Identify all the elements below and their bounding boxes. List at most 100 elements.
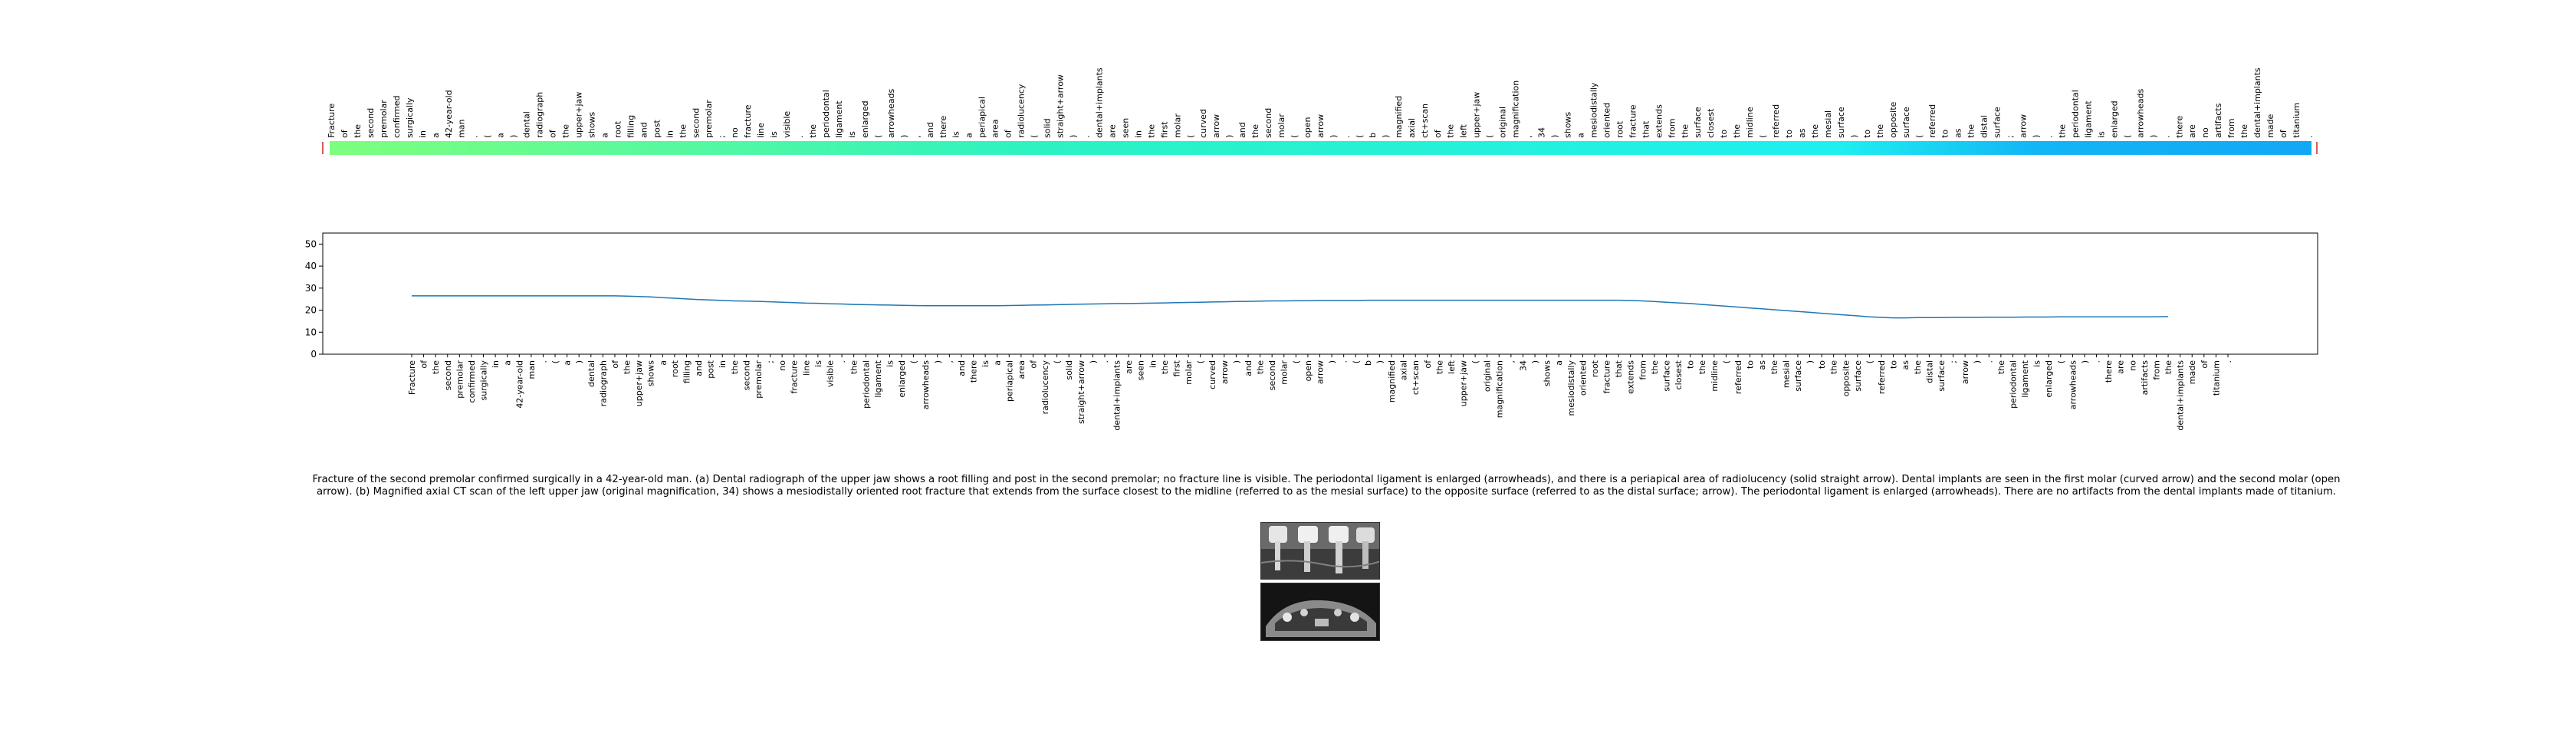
strip-token-label: surface [1836, 107, 1846, 138]
strip-token-label: Fracture [327, 104, 337, 138]
y-tick-label: 20 [305, 305, 317, 316]
strip-token-label: magnification [1511, 80, 1521, 138]
strip-token-label: is [951, 131, 961, 138]
x-tick-label: line [801, 360, 811, 376]
x-tick-label: no [777, 360, 787, 371]
x-tick-label: a [993, 360, 1003, 366]
strip-token-label: is [2096, 131, 2106, 138]
strip-token-label: referred [1771, 104, 1781, 138]
strip-token-label: the [1680, 124, 1690, 138]
strip-token-label: left [1459, 123, 1469, 138]
x-tick-label: the [1650, 360, 1660, 374]
x-tick-label: enlarged [2044, 360, 2054, 398]
strip-token-label: ) [1329, 135, 1339, 138]
x-tick-label: the [1829, 360, 1839, 374]
y-axis: 0 10 20 30 40 50 [305, 238, 323, 360]
strip-token-label: second [366, 108, 376, 138]
strip-token-label: a [431, 133, 441, 138]
x-tick-label: titanium [2211, 360, 2221, 396]
x-tick-label: left [1447, 360, 1457, 374]
x-tick-label: enlarged [897, 360, 907, 398]
x-tick-label: ) [1088, 360, 1098, 363]
strip-token-label: upper+jaw [1472, 92, 1482, 138]
strip-token-label: confirmed [392, 96, 402, 138]
strip-token-label: fracture [1628, 104, 1638, 138]
x-tick-label: midline [1710, 360, 1720, 392]
x-tick-label: area [1017, 360, 1027, 380]
x-tick-label: molar [1280, 360, 1290, 385]
strip-token-label: open [1303, 117, 1313, 138]
strip-token-label: ( [1914, 135, 1924, 138]
x-tick-label: fracture [1602, 360, 1612, 394]
strip-token-label: a [964, 133, 974, 138]
x-tick-label: made [2187, 360, 2197, 384]
x-tick-label: arrow [1316, 360, 1326, 384]
strip-token-label: is [769, 131, 779, 138]
x-tick-label: magnified [1387, 360, 1397, 402]
x-tick-label: closest [1674, 360, 1684, 389]
x-tick-label: ( [2056, 360, 2066, 363]
strip-token-label: ) [2148, 135, 2158, 138]
strip-token-label: the [353, 124, 363, 138]
strip-token-label: ( [1758, 135, 1768, 138]
strip-token-label: and [925, 122, 935, 138]
strip-token-label: ) [899, 135, 909, 138]
strip-token-label: that [1641, 120, 1651, 138]
strip-token-label: are [1107, 124, 1117, 138]
strip-token-label: the [1810, 124, 1820, 138]
x-tick-label: opposite [1841, 360, 1851, 397]
x-tick-label: is [813, 360, 823, 367]
x-tick-label: in [718, 360, 728, 368]
x-tick-label: man [527, 360, 537, 379]
dental-radiograph-image [1260, 522, 1380, 580]
x-tick-label: ct+scan [1411, 360, 1421, 395]
strip-token-label: ; [2006, 135, 2016, 138]
x-tick-label: ( [1865, 360, 1875, 363]
x-tick-label: second [443, 360, 453, 390]
strip-token-label: as [1953, 128, 1963, 138]
strip-token-label: ( [1355, 135, 1365, 138]
strip-token-label: solid [1043, 118, 1053, 138]
x-tick-label: to [1746, 360, 1756, 369]
x-tick-label: premolar [455, 360, 465, 399]
strip-token-label: ) [1381, 135, 1391, 138]
strip-token-label: straight+arrow [1056, 74, 1066, 138]
x-tick-label: from [2152, 360, 2162, 380]
strip-token-label: mesial [1823, 110, 1833, 138]
figure-caption: Fracture of the second premolar confirme… [312, 474, 2341, 498]
strip-token-label: of [340, 129, 350, 138]
strip-token-label: as [1797, 128, 1807, 138]
x-tick-label: . [837, 360, 847, 363]
x-tick-label: premolar [754, 360, 764, 399]
strip-token-label: molar [1276, 113, 1286, 138]
strip-token-label: line [756, 123, 766, 138]
strip-token-label: of [1004, 129, 1014, 138]
strip-token-label: the [808, 124, 818, 138]
x-tick-label: . [2223, 360, 2233, 363]
x-tick-label: dental [586, 360, 596, 387]
x-tick-label: ) [574, 360, 584, 363]
x-axis: Fracture of the second premolar confirmed surg… [407, 354, 2233, 431]
x-tick-label: to [1889, 360, 1899, 369]
strip-token-label: b [1368, 133, 1378, 138]
strip-token-label: . [2305, 136, 2315, 139]
strip-token-label: ( [483, 135, 493, 138]
x-tick-label: periodontal [2009, 360, 2019, 409]
x-tick-label: is [885, 360, 895, 367]
x-tick-label: is [2032, 360, 2042, 367]
strip-token-label: are [2187, 124, 2197, 138]
x-tick-label: the [2164, 360, 2174, 374]
strip-token-label: magnified [1394, 96, 1404, 138]
x-tick-label: upper+jaw [634, 360, 644, 406]
strip-token-label: ligament [834, 100, 844, 138]
strip-token-label: second [691, 108, 701, 138]
x-tick-label: ( [550, 360, 560, 363]
x-tick-label: . [1339, 360, 1349, 363]
strip-token-label: ) [1069, 135, 1079, 138]
x-tick-label: arrow [1960, 360, 1970, 384]
x-tick-label: referred [1877, 360, 1887, 394]
strip-token-label: ( [1185, 135, 1195, 138]
x-tick-label: arrowheads [921, 360, 931, 410]
strip-token-label: molar [1172, 113, 1182, 138]
